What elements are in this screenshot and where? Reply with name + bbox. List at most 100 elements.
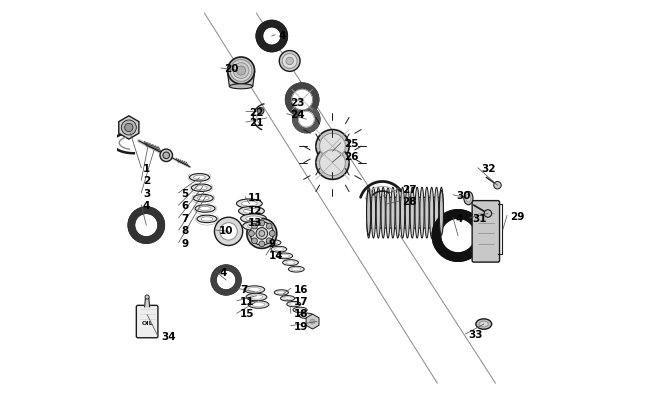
Text: 5: 5 [181, 189, 189, 199]
Ellipse shape [190, 173, 209, 181]
Text: 21: 21 [250, 118, 264, 128]
Text: 13: 13 [248, 218, 263, 228]
Ellipse shape [484, 210, 491, 217]
Ellipse shape [376, 187, 380, 238]
Text: 17: 17 [294, 297, 309, 307]
Ellipse shape [476, 319, 491, 329]
Text: 12: 12 [248, 206, 263, 216]
Ellipse shape [295, 108, 318, 131]
Ellipse shape [286, 261, 295, 264]
Circle shape [266, 223, 272, 229]
Ellipse shape [163, 152, 170, 158]
Ellipse shape [439, 190, 443, 235]
Ellipse shape [292, 268, 301, 271]
Ellipse shape [198, 196, 209, 200]
Ellipse shape [316, 146, 349, 179]
Ellipse shape [256, 228, 268, 239]
Ellipse shape [237, 66, 246, 75]
Circle shape [266, 238, 272, 244]
Text: 7: 7 [181, 214, 189, 224]
Polygon shape [306, 314, 319, 329]
Ellipse shape [464, 191, 473, 205]
Ellipse shape [194, 175, 205, 179]
Ellipse shape [271, 246, 287, 252]
Ellipse shape [248, 301, 269, 308]
Ellipse shape [265, 240, 281, 246]
Ellipse shape [420, 187, 424, 238]
Text: 27: 27 [402, 185, 417, 195]
Circle shape [252, 223, 257, 229]
Ellipse shape [200, 206, 211, 211]
Ellipse shape [229, 84, 253, 89]
Ellipse shape [259, 231, 265, 236]
Circle shape [436, 214, 480, 257]
Ellipse shape [240, 214, 266, 223]
Ellipse shape [191, 184, 211, 191]
Text: OIL: OIL [141, 321, 153, 326]
Ellipse shape [367, 187, 370, 238]
Circle shape [248, 231, 254, 236]
Circle shape [252, 238, 257, 244]
Text: 2: 2 [143, 176, 150, 186]
Ellipse shape [280, 254, 289, 258]
Ellipse shape [479, 321, 488, 327]
Text: 26: 26 [344, 151, 358, 161]
Ellipse shape [242, 221, 268, 231]
Ellipse shape [282, 53, 297, 68]
Ellipse shape [284, 297, 291, 300]
Ellipse shape [237, 199, 262, 208]
FancyBboxPatch shape [136, 305, 158, 338]
Text: 11: 11 [240, 297, 254, 307]
Text: 33: 33 [469, 330, 483, 340]
Ellipse shape [160, 149, 172, 161]
Ellipse shape [278, 291, 285, 294]
Ellipse shape [292, 89, 313, 110]
Text: 7: 7 [240, 284, 247, 294]
Text: 1: 1 [143, 164, 150, 174]
Ellipse shape [310, 319, 315, 324]
Ellipse shape [400, 187, 405, 238]
Circle shape [125, 123, 133, 132]
Ellipse shape [214, 217, 242, 246]
Ellipse shape [250, 222, 274, 245]
Ellipse shape [248, 287, 261, 291]
Ellipse shape [296, 309, 304, 311]
Ellipse shape [410, 187, 414, 238]
Ellipse shape [233, 63, 249, 78]
Ellipse shape [298, 111, 314, 127]
Text: 4: 4 [456, 214, 463, 224]
Ellipse shape [250, 295, 263, 299]
Ellipse shape [466, 194, 471, 202]
Ellipse shape [241, 201, 257, 206]
Text: 28: 28 [402, 197, 417, 207]
Text: 9: 9 [269, 239, 276, 249]
Ellipse shape [248, 224, 263, 229]
Ellipse shape [396, 187, 400, 238]
Ellipse shape [386, 187, 390, 238]
Text: 10: 10 [219, 226, 233, 236]
FancyBboxPatch shape [367, 197, 443, 228]
Ellipse shape [244, 286, 265, 293]
Text: 3: 3 [143, 189, 150, 199]
Circle shape [145, 295, 150, 299]
Text: 19: 19 [294, 322, 308, 332]
Text: 14: 14 [269, 251, 283, 261]
Text: 6: 6 [181, 201, 189, 211]
Text: 25: 25 [344, 139, 358, 149]
Ellipse shape [246, 293, 266, 301]
Ellipse shape [247, 219, 277, 249]
Ellipse shape [220, 223, 237, 240]
Ellipse shape [280, 50, 300, 71]
Text: 30: 30 [456, 191, 471, 201]
Ellipse shape [286, 57, 293, 65]
Ellipse shape [246, 216, 261, 221]
Text: 11: 11 [248, 193, 263, 203]
Text: 9: 9 [181, 239, 188, 249]
Ellipse shape [195, 205, 215, 212]
Circle shape [122, 120, 136, 135]
Ellipse shape [193, 194, 213, 202]
Ellipse shape [244, 208, 259, 214]
FancyBboxPatch shape [472, 201, 500, 262]
Ellipse shape [287, 301, 301, 307]
Ellipse shape [316, 130, 349, 163]
